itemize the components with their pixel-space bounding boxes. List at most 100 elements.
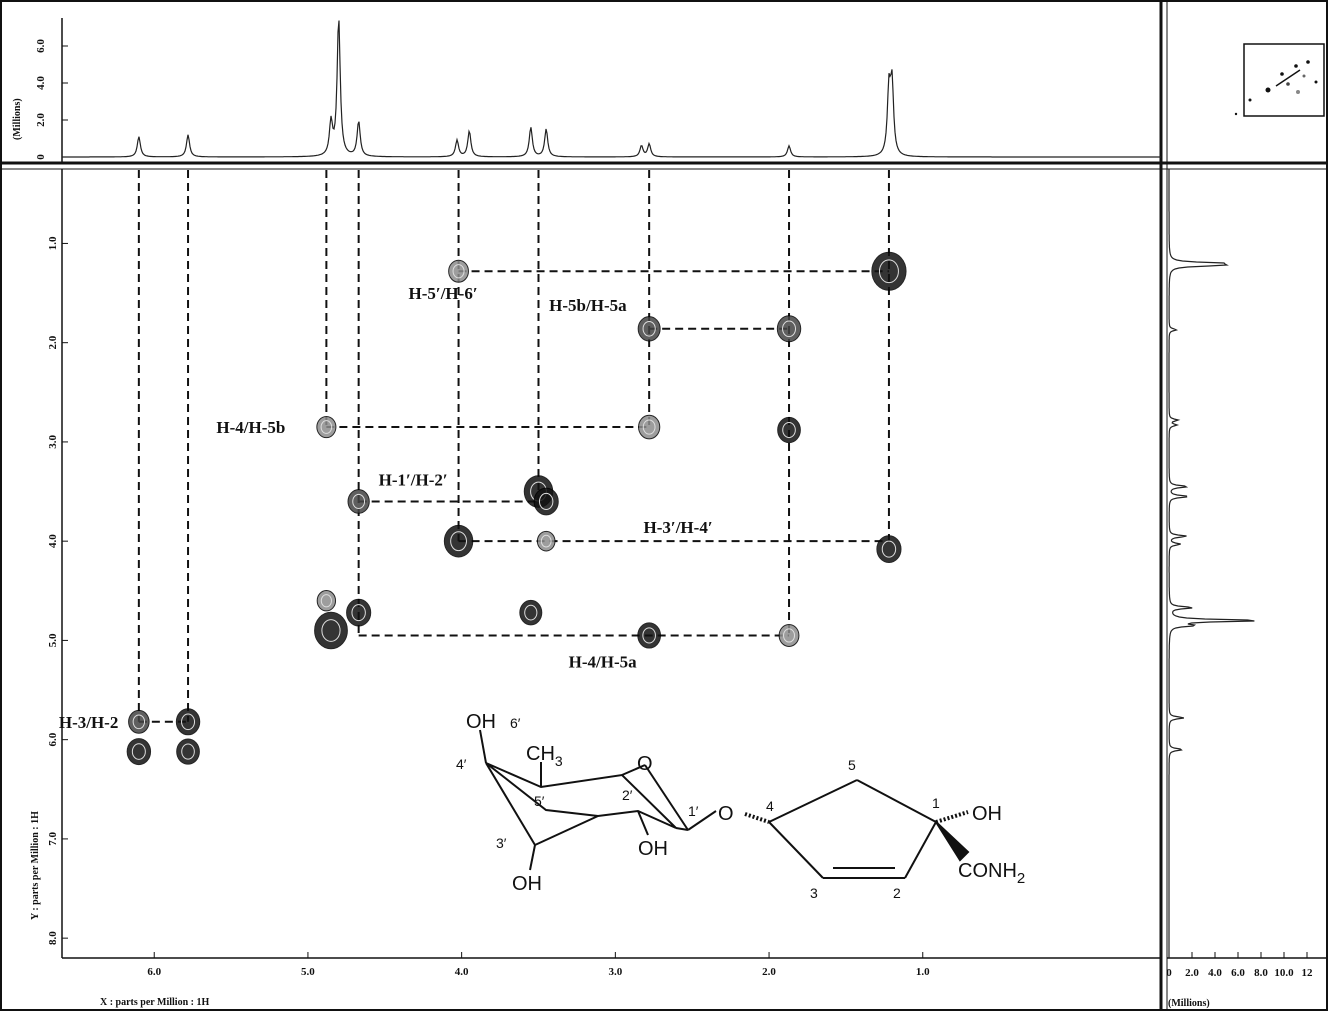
side-tick-label: 8.0 — [1254, 967, 1268, 979]
label-6prime: 6′ — [510, 715, 521, 731]
y-tick-label: 5.0 — [47, 633, 59, 647]
cross-peak — [175, 708, 201, 736]
correlation-label: H-3/H-2 — [59, 713, 119, 732]
top-axis-label: (Millions) — [12, 98, 23, 140]
cross-peak-contour — [881, 540, 897, 558]
x-tick-label: 4.0 — [455, 966, 469, 978]
cross-peak — [176, 738, 200, 765]
cross-peak — [126, 738, 152, 766]
cross-peak-contour — [320, 420, 333, 434]
label-1prime: 1′ — [688, 803, 699, 819]
cross-peak — [128, 709, 150, 734]
cross-peak-contour — [878, 259, 899, 284]
cross-peak — [346, 598, 372, 627]
y-tick-label: 8.0 — [47, 931, 59, 945]
y-tick-label: 3.0 — [47, 435, 59, 449]
correlation-label: H-4/H-5a — [569, 652, 637, 671]
cross-peak — [533, 487, 559, 516]
cross-peak-contour — [642, 320, 656, 337]
label-c5: 5 — [848, 757, 856, 773]
y-tick-label: 6.0 — [47, 732, 59, 746]
cross-peak — [519, 599, 543, 626]
ring-oxygen: O — [637, 753, 653, 775]
cross-peak — [443, 524, 474, 558]
top-projection-trace — [62, 20, 1161, 158]
correlation-label: H-3′/H-4′ — [644, 518, 713, 537]
top-tick-label: 6.0 — [35, 39, 47, 53]
cross-peak-contour — [321, 619, 341, 642]
oh-3prime: OH — [512, 873, 542, 895]
cross-peak-contour — [642, 627, 656, 644]
cross-peak-contour — [352, 493, 366, 510]
methyl-group: CH3 — [526, 743, 563, 769]
x-tick-label: 6.0 — [147, 966, 161, 978]
side-tick-label: 2.0 — [1185, 967, 1199, 979]
cross-peak-contour — [450, 531, 467, 552]
label-5prime: 5′ — [534, 793, 545, 809]
correlation-label: H-5′/H-6′ — [409, 284, 478, 303]
cross-peak-contour — [524, 604, 538, 621]
x-tick-label: 2.0 — [762, 966, 776, 978]
label-2prime: 2′ — [622, 787, 633, 803]
cross-peak-contour — [783, 628, 796, 643]
cross-peak-contour — [132, 714, 146, 730]
cross-peak — [316, 590, 337, 612]
cross-peak — [316, 415, 337, 439]
y-axis-label: Y : parts per Million : 1H — [30, 811, 41, 920]
cross-peak — [637, 316, 661, 342]
cross-peak-contour — [642, 419, 656, 435]
side-axis-label: (Millions) — [1168, 998, 1210, 1009]
side-tick-label: 10.0 — [1274, 967, 1294, 979]
side-tick-label: 12 — [1302, 967, 1314, 979]
cross-peak — [776, 315, 802, 343]
x-tick-label: 3.0 — [608, 966, 622, 978]
side-tick-label: 0 — [1166, 967, 1172, 979]
cross-peak-contour — [452, 264, 465, 279]
cross-peak-contour — [181, 743, 195, 760]
correlation-labels: H-5′/H-6′ H-5b/H-5a H-4/H-5b H-1′/H-2′ H-3′/… — [59, 284, 713, 732]
cross-peak-contour — [320, 594, 332, 608]
top-tick-label: 0 — [35, 154, 47, 160]
glycosidic-oxygen: O — [718, 803, 734, 825]
x-axis-label: X : parts per Million : 1H — [100, 997, 209, 1008]
cross-peak — [638, 414, 661, 440]
molecular-structure — [479, 729, 970, 879]
correlation-label: H-4/H-5b — [216, 418, 285, 437]
oh-2prime: OH — [638, 838, 668, 860]
axis-ticks: 6.0 5.0 4.0 3.0 2.0 1.0 1.0 2.0 3.0 4.0 5.0 6.0 7.0 8… — [35, 39, 1313, 979]
side-tick-label: 4.0 — [1208, 967, 1222, 979]
cross-peak — [871, 251, 907, 291]
cross-peak — [448, 259, 469, 283]
side-projection-trace — [1168, 169, 1255, 958]
y-tick-label: 7.0 — [47, 832, 59, 846]
cross-peak-contour — [181, 713, 196, 731]
overview-thumbnail — [1234, 43, 1325, 117]
cross-peak-contour — [538, 492, 554, 511]
label-4prime: 4′ — [456, 756, 467, 772]
correlation-label: H-5b/H-5a — [549, 296, 627, 315]
y-tick-label: 4.0 — [47, 534, 59, 548]
cross-peaks — [126, 251, 907, 766]
label-c3: 3 — [810, 885, 818, 901]
label-3prime: 3′ — [496, 835, 507, 851]
cross-peak — [876, 535, 902, 564]
correlation-lines — [137, 170, 890, 723]
cross-peak — [347, 489, 370, 514]
cross-peak-contour — [131, 743, 146, 760]
y-tick-label: 1.0 — [47, 236, 59, 250]
side-tick-label: 6.0 — [1231, 967, 1245, 979]
label-c4: 4 — [766, 798, 774, 814]
top-tick-label: 2.0 — [35, 113, 47, 127]
structure-labels: OH 6′ CH3 4′ 5′ 2′ 1′ 3′ O O OH OH 4 5 1… — [456, 711, 1025, 901]
x-tick-label: 5.0 — [301, 966, 315, 978]
cross-peak — [536, 530, 556, 552]
cross-peak-contour — [540, 534, 552, 548]
cross-peak — [777, 416, 801, 444]
x-tick-label: 1.0 — [916, 966, 930, 978]
y-tick-label: 2.0 — [47, 335, 59, 349]
cross-peak-contour — [782, 320, 797, 338]
cross-peak-contour — [782, 421, 796, 439]
oh-c1: OH — [972, 803, 1002, 825]
